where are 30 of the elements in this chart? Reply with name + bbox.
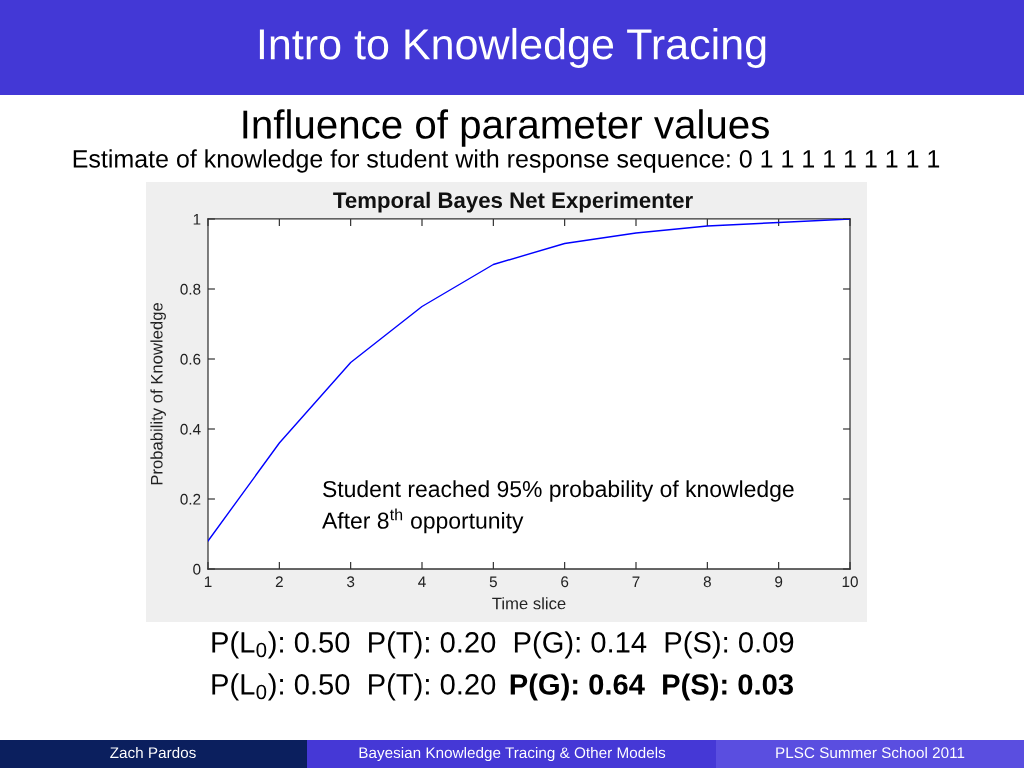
annotation: After 8$^{th}$ opportunity: [322, 508, 524, 534]
annotation: Student reached 95% probability of knowledge: [323, 480, 794, 502]
text: P(G): 0.64 P(S): 0.03: [510, 673, 793, 701]
x-tick-label: 1: [204, 576, 212, 588]
y-tick-label: 0.4: [180, 423, 201, 435]
y-tick-label: 0.6: [180, 353, 201, 365]
text: Influence of parameter values: [243, 109, 769, 147]
y-tick-label: 0.2: [180, 493, 201, 505]
y-tick-label: 0.8: [180, 283, 201, 295]
y-tick-label: 1: [193, 214, 201, 225]
text: Estimate of knowledge for student with response sequence: 0 1 1 1 1 1 1 1 1 1: [73, 149, 940, 173]
chart-title: Temporal Bayes Net Experimenter: [333, 191, 693, 213]
text: P(L$_{0}$): 0.50 P(T): 0.20 P(G): 0.14 P(S): 0.09: [212, 631, 794, 659]
x-tick-label: 6: [561, 576, 569, 588]
text: Zach Pardos: [110, 746, 196, 759]
text: P(L$_{0}$): 0.50 P(T): 0.20: [212, 673, 496, 701]
x-axis-title: Time slice: [492, 597, 566, 610]
x-tick-label: 3: [347, 576, 355, 588]
x-tick-label: 4: [418, 576, 426, 588]
x-tick-label: 7: [632, 576, 640, 588]
x-tick-label: 8: [703, 576, 711, 588]
text: PLSC Summer School 2011: [776, 746, 965, 759]
text: Bayesian Knowledge Tracing & Other Models: [359, 746, 666, 762]
y-axis-title: Probability of Knowledge: [150, 303, 166, 485]
x-tick-label: 5: [489, 576, 497, 588]
text: Intro to Knowledge Tracing: [259, 27, 766, 69]
y-tick-label: 0: [193, 563, 201, 575]
x-tick-label: 10: [842, 576, 858, 588]
x-tick-label: 9: [775, 576, 783, 588]
x-tick-label: 2: [275, 576, 283, 588]
